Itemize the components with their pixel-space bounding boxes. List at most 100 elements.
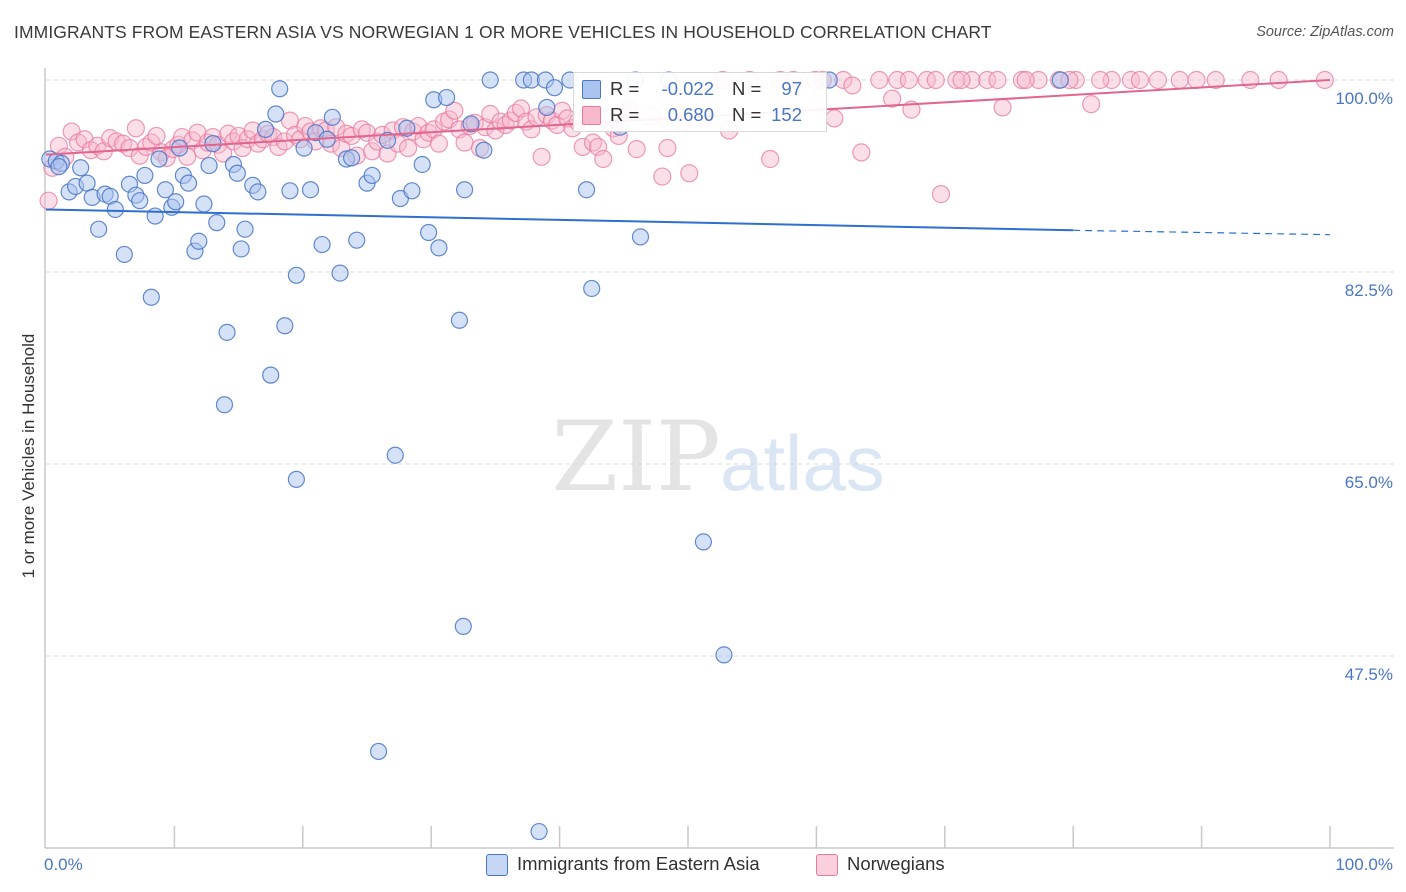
- eastern-asia-point: [90, 220, 108, 238]
- norwegians-point: [993, 98, 1012, 117]
- legend-label: Immigrants from Eastern Asia: [517, 853, 760, 874]
- eastern-asia-point: [78, 174, 96, 192]
- tick-labels: 100.0% 82.5% 65.0% 47.5% 0.0% 100.0%: [44, 89, 1393, 874]
- norwegians-point: [532, 147, 551, 166]
- y-axis-label: 1 or more Vehicles in Household: [19, 334, 38, 579]
- norwegians-point: [486, 121, 505, 140]
- eastern-asia-trend-extension: [1073, 229, 1331, 236]
- legend-swatch-pink: [582, 106, 601, 125]
- eastern-asia-point: [1051, 71, 1069, 89]
- eastern-asia-point: [577, 181, 596, 199]
- norwegians-point: [962, 70, 981, 90]
- eastern-asia-point: [228, 164, 246, 182]
- eastern-asia-point: [530, 822, 548, 841]
- norwegians-point: [843, 76, 862, 95]
- norwegians-point: [1206, 70, 1225, 90]
- norwegians-point: [658, 138, 677, 158]
- legend-r-label: R =: [610, 78, 640, 99]
- legend-row-eastern-asia: R = -0.022 N = 97: [574, 76, 826, 102]
- gridlines: [46, 79, 1394, 657]
- norwegians-point: [1029, 70, 1048, 90]
- chart-title: IMMIGRANTS FROM EASTERN ASIA VS NORWEGIA…: [14, 22, 992, 42]
- norwegians-point: [899, 70, 918, 90]
- norwegians-point: [1148, 70, 1168, 90]
- norwegians-point: [1187, 70, 1206, 90]
- eastern-asia-point: [715, 646, 733, 664]
- legend-n-label: N =: [732, 104, 762, 125]
- eastern-asia-point: [271, 80, 289, 98]
- eastern-asia-point: [167, 193, 185, 211]
- norwegians-point: [522, 120, 541, 139]
- norwegians-point: [455, 133, 474, 152]
- norwegians-point: [680, 164, 699, 183]
- eastern-asia-point: [142, 288, 160, 306]
- y-tick-label: 100.0%: [1335, 89, 1393, 108]
- norwegians-point: [1269, 70, 1288, 90]
- legend-swatch-blue: [582, 80, 601, 99]
- axes: [44, 68, 1394, 849]
- legend-label: Norwegians: [847, 853, 945, 874]
- norwegians-point: [653, 167, 672, 186]
- norwegians-point: [870, 70, 889, 90]
- eastern-asia-point: [262, 366, 280, 384]
- norwegians-point: [1016, 70, 1035, 90]
- eastern-asia-point: [398, 119, 416, 137]
- eastern-asia-point: [454, 617, 472, 635]
- legend-swatch-pink: [816, 854, 838, 876]
- eastern-asia-point: [131, 192, 149, 210]
- norwegians-point: [424, 120, 443, 139]
- x-tick-label: 0.0%: [44, 855, 83, 874]
- eastern-asia-point: [323, 108, 341, 126]
- eastern-asia-point: [342, 149, 361, 167]
- norwegians-point: [363, 142, 382, 161]
- legend-r-label: R =: [610, 104, 640, 125]
- eastern-asia-point: [72, 159, 90, 177]
- norwegians-point: [952, 70, 971, 90]
- legend-n-value: 152: [771, 104, 802, 125]
- series-legend: Immigrants from Eastern Asia Norwegians: [0, 852, 1406, 878]
- eastern-asia-point: [150, 150, 168, 168]
- eastern-asia-point: [420, 223, 438, 242]
- norwegians-point: [126, 119, 145, 138]
- norwegians-point: [147, 126, 166, 146]
- eastern-asia-point: [179, 174, 198, 192]
- eastern-asia-point: [287, 470, 305, 488]
- y-tick-label: 82.5%: [1345, 281, 1393, 300]
- eastern-asia-point: [481, 71, 499, 89]
- eastern-asia-point: [106, 200, 124, 219]
- legend-swatch-blue: [486, 854, 508, 876]
- norwegians-point: [931, 185, 951, 204]
- eastern-asia-point: [232, 240, 250, 258]
- norwegians-point: [978, 70, 997, 90]
- eastern-asia-point: [583, 279, 601, 298]
- eastern-asia-point: [236, 220, 254, 238]
- norwegians-point: [926, 70, 945, 90]
- eastern-asia-point: [281, 182, 299, 200]
- watermark: ZIP atlas: [551, 401, 884, 513]
- eastern-asia-point: [208, 214, 226, 232]
- norwegians-point: [1130, 70, 1150, 90]
- eastern-asia-point: [331, 264, 349, 282]
- eastern-asia-point: [156, 181, 175, 199]
- eastern-asia-point: [115, 245, 133, 264]
- eastern-asia-point: [313, 235, 331, 254]
- eastern-asia-point: [363, 166, 381, 185]
- eastern-asia-point: [413, 155, 431, 174]
- eastern-asia-point: [200, 156, 218, 175]
- norwegians-point: [761, 149, 780, 169]
- correlation-legend: R = -0.022 N = 97 R = 0.680 N = 152: [573, 72, 827, 132]
- eastern-asia-point: [545, 79, 564, 97]
- watermark-atlas: atlas: [720, 419, 885, 507]
- norwegians-point: [429, 134, 449, 153]
- norwegians-point: [825, 109, 844, 128]
- legend-row-norwegians: R = 0.680 N = 152: [574, 102, 826, 128]
- y-tick-label: 47.5%: [1345, 665, 1393, 684]
- eastern-asia-point: [146, 207, 164, 225]
- eastern-asia-point: [386, 446, 404, 464]
- eastern-asia-point: [378, 131, 397, 149]
- eastern-asia-point: [538, 98, 556, 117]
- y-tick-label: 65.0%: [1345, 473, 1393, 492]
- x-tick-label: 100.0%: [1335, 855, 1393, 874]
- eastern-asia-point: [256, 120, 275, 138]
